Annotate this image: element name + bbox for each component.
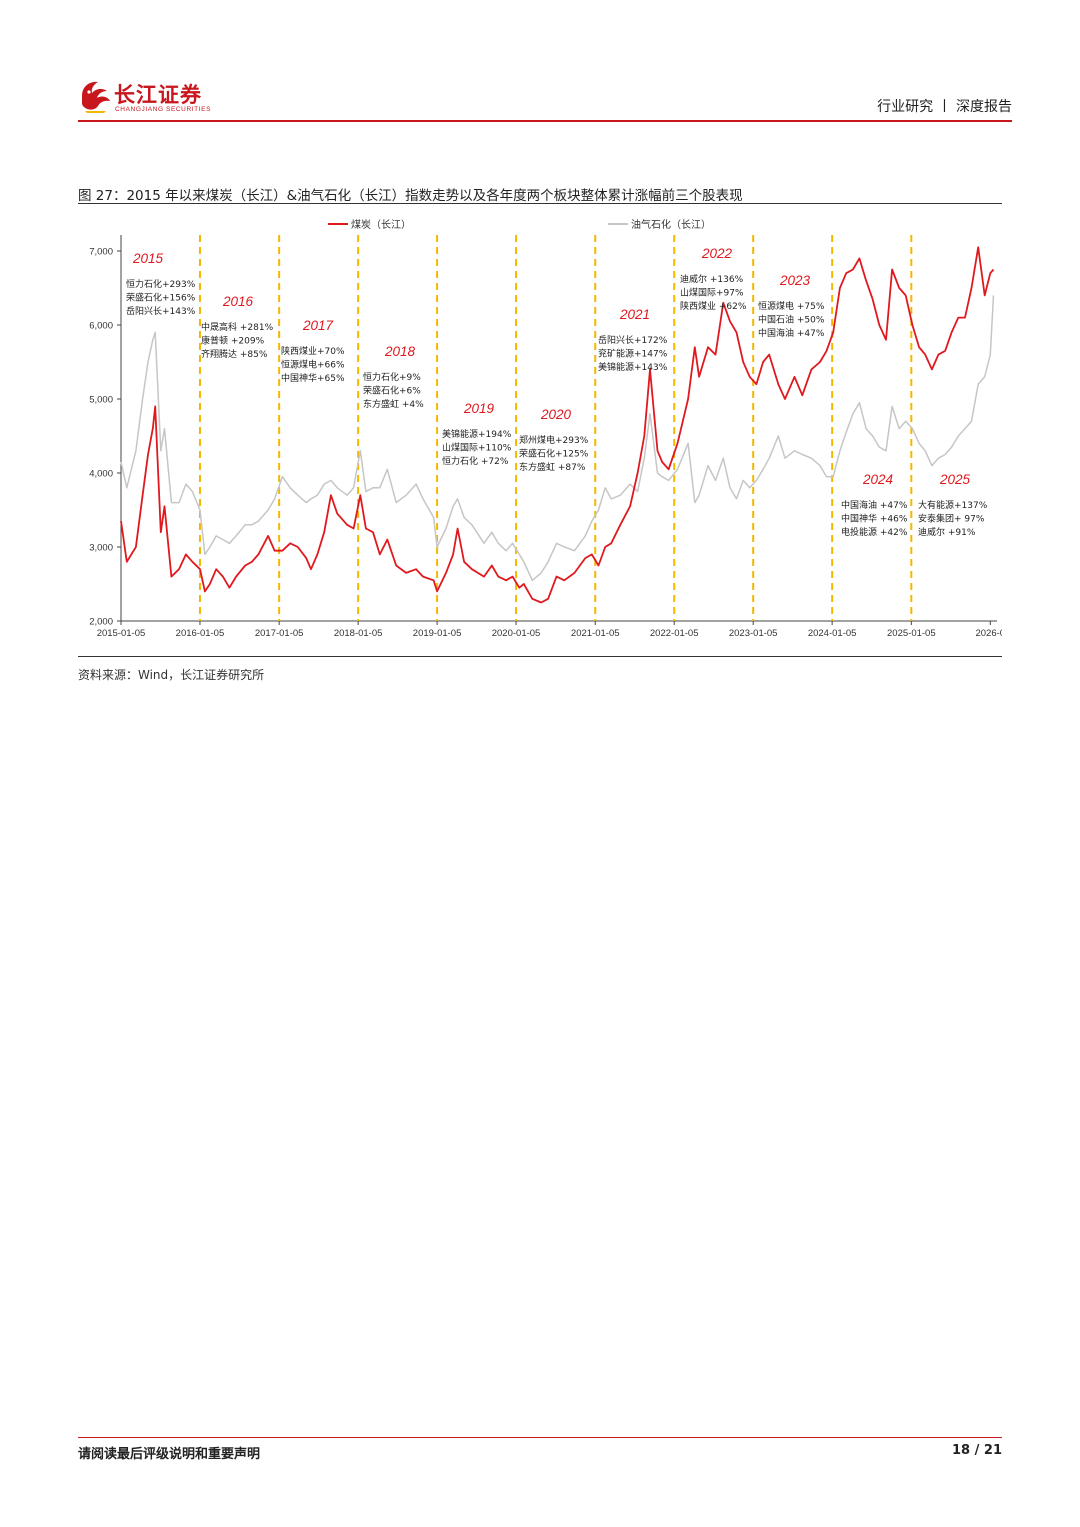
top-stock-2016: 齐翔腾达 +85% — [201, 348, 268, 360]
top-stock-2017: 中国神华+65% — [281, 372, 345, 384]
top-stock-2015: 岳阳兴长+143% — [126, 305, 196, 317]
top-stock-2023: 中国海油 +47% — [758, 327, 825, 339]
top-stock-2024: 电投能源 +42% — [841, 526, 908, 538]
top-stock-2025: 安泰集团+ 97% — [918, 513, 985, 525]
x-tick-label: 2018-01-05 — [334, 628, 383, 639]
y-tick-label: 3,000 — [89, 543, 113, 554]
header-divider — [78, 120, 1012, 122]
figure-bottom-rule — [78, 656, 1002, 657]
dragon-logo-icon — [82, 81, 110, 113]
company-logo: 长江证券 CHANGJIANG SECURITIES — [78, 78, 238, 118]
page-number: 18 / 21 — [952, 1443, 1002, 1458]
footer-divider — [78, 1437, 1002, 1438]
logo-english-name: CHANGJIANG SECURITIES — [115, 106, 212, 113]
top-stock-2022: 陕西煤业 +62% — [680, 300, 747, 312]
y-tick-label: 5,000 — [89, 395, 113, 406]
top-stock-2024: 中国海油 +47% — [841, 499, 908, 511]
x-tick-label: 2020-01-05 — [492, 628, 541, 639]
x-tick-label: 2024-01-05 — [808, 628, 857, 639]
coal-index-line — [120, 246, 995, 604]
top-stock-2018: 荣盛石化+6% — [363, 385, 421, 397]
top-stock-2020: 荣盛石化+125% — [519, 448, 589, 460]
logo-chinese-name: 长江证券 — [114, 83, 202, 107]
y-tick-label: 2,000 — [89, 617, 113, 628]
top-stock-2018: 恒力石化+9% — [363, 371, 421, 383]
x-tick-label: 2022-01-05 — [650, 628, 699, 639]
top-stock-2022: 迪威尔 +136% — [680, 273, 744, 285]
top-stock-2025: 迪威尔 +91% — [918, 526, 976, 538]
year-label-2024: 2024 — [862, 472, 893, 487]
legend-coal-label: 煤炭（长江） — [351, 218, 411, 231]
top-stock-2019: 美锦能源+194% — [442, 428, 512, 440]
top-stock-2018: 东方盛虹 +4% — [363, 398, 424, 410]
top-stock-2015: 荣盛石化+156% — [126, 292, 196, 304]
year-label-2022: 2022 — [701, 246, 733, 261]
top-stock-2024: 中国神华 +46% — [841, 513, 908, 525]
year-label-2018: 2018 — [384, 344, 416, 359]
top-stock-2023: 中国石油 +50% — [758, 314, 825, 326]
year-label-2021: 2021 — [619, 307, 650, 322]
x-tick-label: 2023-01-05 — [729, 628, 778, 639]
top-stock-2019: 恒力石化 +72% — [442, 455, 509, 467]
x-tick-label: 2021-01-05 — [571, 628, 620, 639]
footer-disclaimer: 请阅读最后评级说明和重要声明 — [78, 1447, 261, 1462]
report-section-label: 行业研究 丨 深度报告 — [877, 99, 1012, 115]
year-label-2016: 2016 — [222, 294, 254, 309]
year-label-2023: 2023 — [779, 273, 811, 288]
x-tick-label: 2026-0 — [975, 628, 1002, 639]
top-stock-2021: 兖矿能源+147% — [598, 348, 668, 360]
top-stock-2017: 陕西煤业+70% — [281, 345, 345, 357]
top-stock-2023: 恒源煤电 +75% — [758, 300, 825, 312]
x-tick-label: 2025-01-05 — [887, 628, 936, 639]
top-stock-2016: 中晟高科 +281% — [201, 321, 274, 333]
x-tick-label: 2016-01-05 — [176, 628, 225, 639]
top-stock-2019: 山煤国际+110% — [442, 442, 512, 454]
y-tick-label: 6,000 — [89, 321, 113, 332]
top-stock-2017: 恒源煤电+66% — [281, 359, 345, 371]
year-label-2015: 2015 — [132, 251, 164, 266]
oil-index-line — [120, 295, 995, 582]
figure-top-rule — [78, 203, 1002, 204]
index-line-chart: 2,000 3,000 4,000 5,000 6,000 7,000 2015-01-05… — [89, 218, 1002, 639]
legend-oil-label: 油气石化（长江） — [631, 218, 711, 231]
top-stock-2015: 恒力石化+293% — [126, 278, 196, 290]
figure-title: 图 27：2015 年以来煤炭（长江）&油气石化（长江）指数走势以及各年度两个板… — [78, 188, 743, 204]
year-label-2020: 2020 — [540, 407, 572, 422]
top-stock-2021: 岳阳兴长+172% — [598, 334, 668, 346]
year-label-2019: 2019 — [463, 401, 495, 416]
x-tick-label: 2019-01-05 — [413, 628, 462, 639]
y-tick-label: 7,000 — [89, 247, 113, 258]
top-stock-2022: 山煤国际+97% — [680, 287, 744, 299]
year-label-2017: 2017 — [302, 318, 334, 333]
top-stock-2020: 郑州煤电+293% — [519, 434, 589, 446]
x-tick-label: 2017-01-05 — [255, 628, 304, 639]
y-tick-label: 4,000 — [89, 469, 113, 480]
year-label-2025: 2025 — [939, 472, 971, 487]
x-tick-label: 2015-01-05 — [97, 628, 146, 639]
top-stock-2016: 康普顿 +209% — [201, 335, 265, 347]
top-stock-2020: 东方盛虹 +87% — [519, 461, 586, 473]
report-header: 长江证券 CHANGJIANG SECURITIES 行业研究 丨 深度报告 — [78, 70, 1012, 124]
top-stock-2025: 大有能源+137% — [918, 499, 988, 511]
top-stock-2021: 美锦能源+143% — [598, 361, 668, 373]
figure-source: 资料来源：Wind，长江证券研究所 — [78, 668, 265, 682]
